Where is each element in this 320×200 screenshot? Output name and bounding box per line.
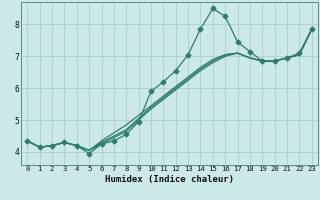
- X-axis label: Humidex (Indice chaleur): Humidex (Indice chaleur): [105, 175, 234, 184]
